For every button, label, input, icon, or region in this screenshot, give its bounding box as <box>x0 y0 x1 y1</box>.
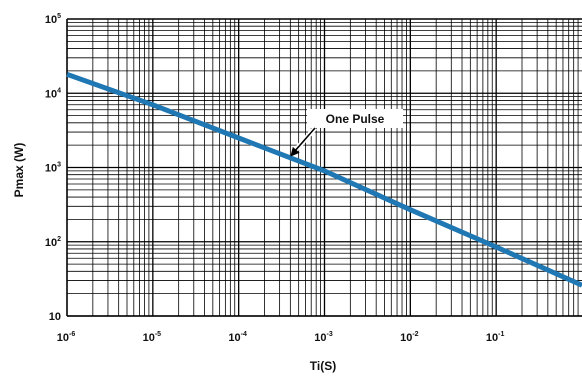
x-axis-label: Ti(S) <box>310 359 336 373</box>
y-tick-labels: 105 104 103 102 10 <box>45 13 61 323</box>
annotation-label: One Pulse <box>326 112 385 126</box>
x-tick-label: 10-3 <box>314 331 333 344</box>
x-tick-label: 10-5 <box>143 331 162 344</box>
x-tick-label: 10-6 <box>57 331 76 344</box>
annotation-arrowhead <box>290 146 300 157</box>
x-tick-label: 10-4 <box>228 331 247 344</box>
y-tick-label: 10 <box>49 311 61 323</box>
y-axis-label: Pmax (W) <box>12 143 26 198</box>
y-tick-label: 103 <box>45 162 61 175</box>
grid <box>66 18 582 317</box>
annotation: One Pulse <box>290 109 403 157</box>
y-tick-label: 102 <box>45 236 61 249</box>
annotation-box <box>307 109 403 128</box>
series-line-0 <box>66 71 582 288</box>
y-tick-label: 105 <box>45 13 61 26</box>
x-tick-label: 10-2 <box>400 331 419 344</box>
series-layer <box>66 71 582 288</box>
x-tick-label: 10-1 <box>486 331 505 344</box>
annotation-arrow <box>293 127 316 153</box>
y-tick-label: 104 <box>45 87 61 100</box>
x-tick-labels: 10-6 10-5 10-4 10-3 10-2 10-1 <box>57 331 505 344</box>
